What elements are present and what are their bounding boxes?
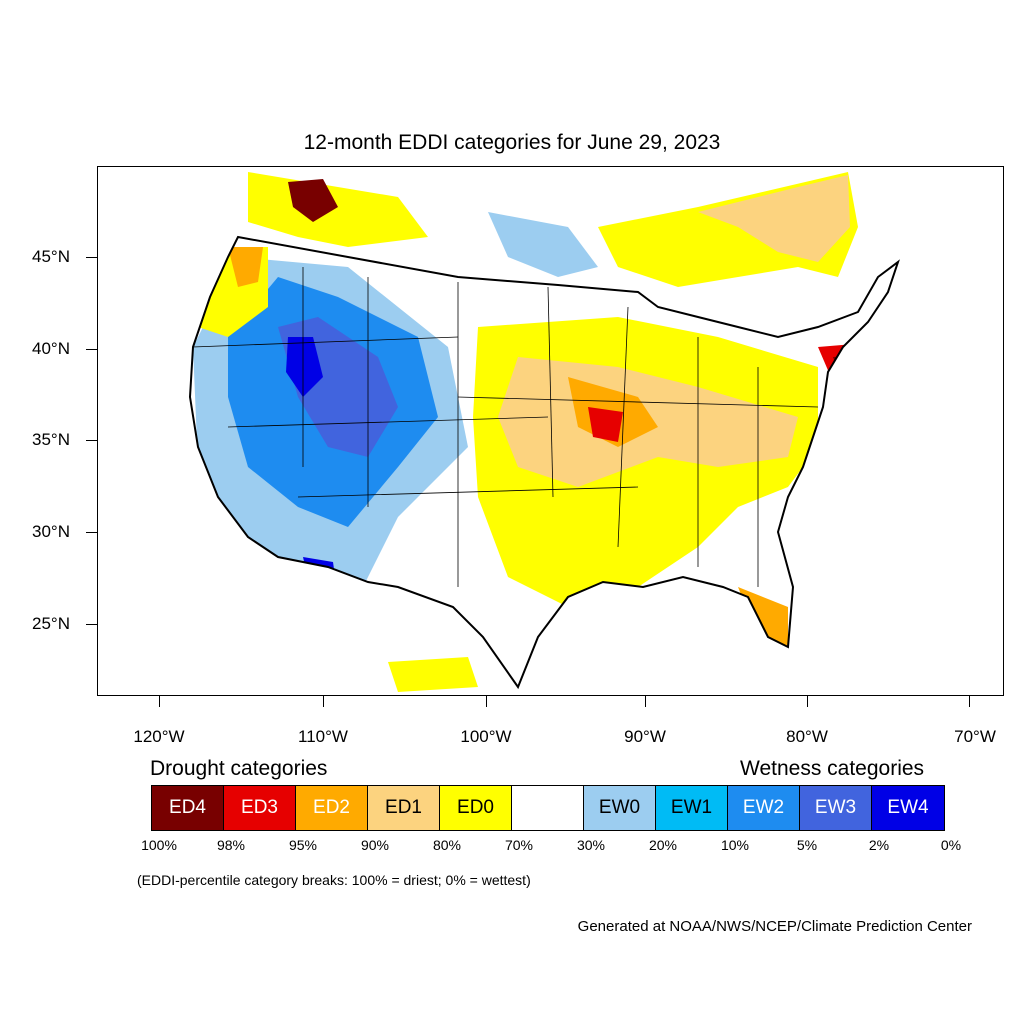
lat-tick-35 [86,440,97,441]
legend-label-ed2: ED2 [313,797,350,818]
pct-label-0: 0% [940,837,962,853]
conus-map-graphic [188,172,900,692]
lat-label-30: 30°N [32,522,70,541]
pct-label-10: 10% [720,837,750,853]
pct-label-30: 30% [576,837,606,853]
legend-box-ew0: EW0 [584,786,656,830]
legend-box-ed2: ED2 [296,786,368,830]
central-dry-ed3 [588,407,623,442]
lon-label-80: 80°W [786,727,828,746]
legend-box-ed3: ED3 [224,786,296,830]
legend-box-ew4: EW4 [872,786,944,830]
lon-tick-80 [807,696,808,707]
legend-box-ew1: EW1 [656,786,728,830]
category-breaks-note: (EDDI-percentile category breaks: 100% =… [137,872,531,888]
legend-box-ed0: ED0 [440,786,512,830]
legend-label-ed1: ED1 [385,797,422,818]
lat-label-35: 35°N [32,430,70,449]
legend-label-ew1: EW1 [670,797,713,818]
west-wet-ew4 [286,337,323,397]
lon-label-100: 100°W [460,727,512,746]
legend-label-ew4: EW4 [887,797,929,818]
legend-label-ew2: EW2 [742,797,785,818]
lat-label-40: 40°N [32,339,70,358]
legend-label-ew0: EW0 [598,797,641,818]
lat-tick-45 [86,257,97,258]
legend-box-neutral [512,786,584,830]
credit-line: Generated at NOAA/NWS/NCEP/Climate Predi… [577,918,972,935]
lon-tick-100 [486,696,487,707]
pct-label-2: 2% [868,837,890,853]
wetness-categories-heading: Wetness categories [740,757,925,780]
legend-label-ew3: EW3 [814,797,857,818]
lon-tick-120 [159,696,160,707]
pct-label-5: 5% [796,837,818,853]
lon-label-70: 70°W [954,727,996,746]
lon-label-90: 90°W [624,727,666,746]
pnw-dry-ed2 [228,247,263,287]
mexico-yellow [388,657,478,692]
canada-west-red [288,179,338,222]
legend-label-ed4: ED4 [169,797,206,818]
drought-categories-heading: Drought categories [150,757,328,780]
map-title: 12-month EDDI categories for June 29, 20… [303,131,721,154]
lat-tick-30 [86,532,97,533]
lon-tick-110 [323,696,324,707]
legend-label-ed0: ED0 [457,797,494,818]
lat-label-45: 45°N [32,247,70,266]
lat-tick-25 [86,624,97,625]
canada-blue-band [488,212,598,277]
canada-orange-region [698,175,850,262]
lat-tick-40 [86,349,97,350]
lon-label-120: 120°W [133,727,185,746]
legend-color-bar: ED4 ED3 ED2 ED1 ED0 EW0 EW1 EW2 EW3 EW4 [151,785,945,831]
legend-box-ed1: ED1 [368,786,440,830]
pct-label-20: 20% [648,837,678,853]
pct-label-80: 80% [432,837,462,853]
lon-tick-90 [645,696,646,707]
pct-label-98: 98% [216,837,246,853]
state-boundaries [192,267,819,587]
pct-label-90: 90% [360,837,390,853]
lon-label-110: 110°W [298,727,348,746]
pct-label-95: 95% [288,837,318,853]
pct-label-70: 70% [504,837,534,853]
legend-box-ew2: EW2 [728,786,800,830]
lat-label-25: 25°N [32,614,70,633]
legend-box-ew3: EW3 [800,786,872,830]
legend-label-ed3: ED3 [241,797,278,818]
eddi-map [97,166,1004,696]
conus-outline [188,235,900,690]
pct-label-100: 100% [141,837,177,853]
legend-box-ed4: ED4 [152,786,224,830]
lon-tick-70 [969,696,970,707]
canada-west-yellow [248,172,428,247]
